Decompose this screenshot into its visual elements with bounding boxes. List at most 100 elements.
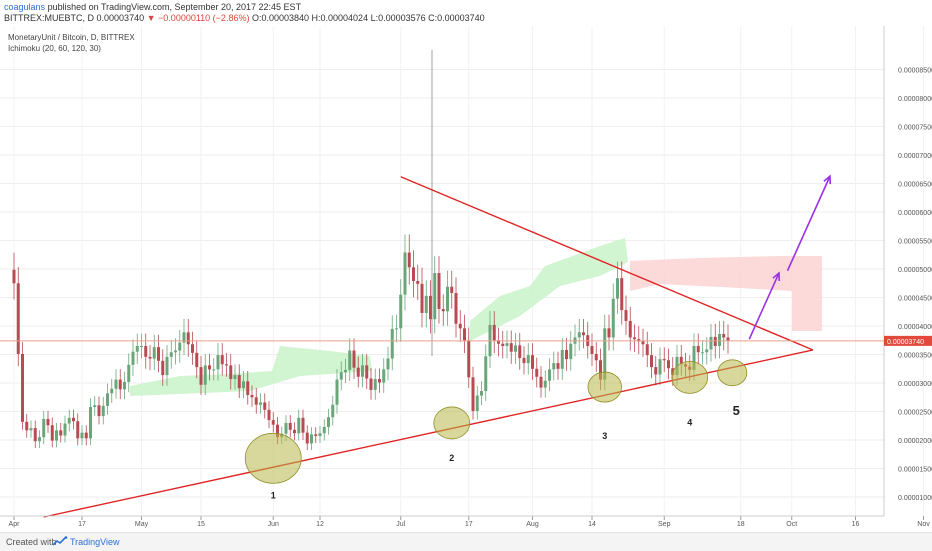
candle-body bbox=[484, 356, 488, 392]
candle-body bbox=[284, 422, 288, 434]
symbol-label: BITTREX:MUEBTC, D bbox=[4, 13, 95, 23]
touch-circle bbox=[244, 432, 302, 484]
candle-body bbox=[718, 334, 721, 346]
candle-body bbox=[654, 367, 658, 375]
candle-body bbox=[16, 283, 20, 354]
candle-body bbox=[399, 294, 403, 329]
candle-body bbox=[38, 437, 41, 442]
candle-body bbox=[182, 332, 186, 343]
touch-circle bbox=[671, 360, 709, 394]
candle-body bbox=[140, 346, 143, 347]
y-tick-label: 0.00002000 bbox=[898, 438, 932, 445]
y-tick-label: 0.00004500 bbox=[898, 296, 932, 303]
candle-body bbox=[195, 352, 199, 368]
candle-body bbox=[263, 402, 267, 410]
candle-body bbox=[560, 349, 564, 369]
candle-body bbox=[709, 336, 713, 350]
candle-body bbox=[365, 365, 369, 379]
cloud-green-2 bbox=[470, 238, 628, 341]
candle-body bbox=[395, 328, 398, 330]
candle-body bbox=[118, 379, 122, 390]
candle-body bbox=[543, 380, 547, 388]
y-tick-label: 0.00001500 bbox=[898, 467, 932, 474]
x-tick-label: 18 bbox=[737, 521, 745, 528]
touch-label: 4 bbox=[687, 417, 692, 427]
candle-body bbox=[616, 278, 619, 299]
touch-circle bbox=[587, 371, 622, 403]
candle-body bbox=[144, 346, 148, 357]
candle-body bbox=[382, 369, 386, 383]
candle-body bbox=[620, 278, 624, 311]
candle-body bbox=[369, 378, 373, 390]
tradingview-logo-icon[interactable] bbox=[52, 536, 68, 549]
candle-body bbox=[390, 328, 394, 359]
candle-body bbox=[305, 432, 309, 444]
candle-body bbox=[242, 381, 245, 389]
cloud-red bbox=[630, 256, 822, 331]
candle-body bbox=[403, 252, 407, 295]
candle-body bbox=[386, 358, 390, 370]
candle-body bbox=[713, 336, 717, 346]
candle-body bbox=[318, 433, 322, 437]
x-tick-label: Oct bbox=[786, 521, 797, 528]
candle-body bbox=[407, 252, 411, 268]
x-tick-label: Jul bbox=[396, 521, 405, 528]
candle-body bbox=[21, 353, 24, 422]
candle-body bbox=[50, 425, 54, 441]
candle-body bbox=[84, 432, 88, 439]
candle-body bbox=[186, 332, 190, 345]
y-tick-label: 0.00003500 bbox=[898, 353, 932, 360]
candle-body bbox=[446, 286, 449, 312]
last-price-label: 0.00003740 bbox=[887, 339, 924, 346]
candle-body bbox=[373, 379, 377, 390]
candle-body bbox=[420, 283, 424, 313]
candle-body bbox=[633, 337, 636, 340]
candle-body bbox=[72, 417, 75, 422]
candle-body bbox=[254, 397, 258, 405]
candle-body bbox=[25, 421, 29, 431]
candle-body bbox=[433, 273, 437, 320]
arrowhead bbox=[772, 271, 781, 282]
candle-body bbox=[203, 365, 207, 385]
x-tick-label: 15 bbox=[197, 521, 205, 528]
candle-body bbox=[696, 346, 700, 353]
ohlc-line: BITTREX:MUEBTC, D 0.00003740 ▼ −0.000001… bbox=[4, 13, 485, 23]
triangle-down-icon: ▼ bbox=[146, 13, 156, 23]
candle-body bbox=[161, 360, 165, 376]
candle-body bbox=[667, 360, 670, 369]
legend-series: MonetaryUnit / Bitcoin, D, BITTREX bbox=[8, 33, 135, 42]
candle-body bbox=[348, 350, 352, 370]
created-with-label: Created with bbox=[6, 537, 57, 547]
candle-body bbox=[212, 369, 216, 371]
publish-line: coagulans published on TradingView.com, … bbox=[4, 2, 301, 12]
y-tick-label: 0.00005500 bbox=[898, 239, 932, 246]
candle-body bbox=[556, 363, 560, 369]
y-tick-label: 0.00006000 bbox=[898, 210, 932, 217]
candle-body bbox=[518, 345, 522, 358]
candle-body bbox=[331, 404, 335, 418]
candle-body bbox=[514, 345, 517, 352]
x-tick-label: May bbox=[135, 521, 149, 528]
candle-body bbox=[288, 422, 292, 430]
author-link[interactable]: coagulans bbox=[4, 2, 46, 12]
candle-body bbox=[259, 402, 262, 405]
touch-label: 5 bbox=[733, 403, 740, 418]
candle-body bbox=[416, 281, 420, 284]
candle-body bbox=[501, 343, 505, 346]
candle-body bbox=[526, 355, 530, 364]
tradingview-link[interactable]: TradingView bbox=[70, 537, 120, 547]
last-price-tag bbox=[884, 335, 932, 346]
last-price: 0.00003740 bbox=[96, 13, 145, 23]
y-tick-label: 0.00006500 bbox=[898, 182, 932, 189]
candle-body bbox=[208, 365, 211, 370]
candle-body bbox=[55, 430, 58, 441]
touch-circle bbox=[717, 359, 748, 387]
candle-body bbox=[237, 375, 241, 389]
y-tick-label: 0.00007500 bbox=[898, 125, 932, 132]
axes: 0.00008500 0.00008000 0.00007500 0.00007000… bbox=[0, 26, 932, 528]
x-tick-label: Jun bbox=[268, 521, 279, 528]
ohlc-values: O:0.00003840 H:0.00004024 L:0.00003576 C… bbox=[251, 13, 485, 23]
candle-body bbox=[110, 388, 114, 394]
